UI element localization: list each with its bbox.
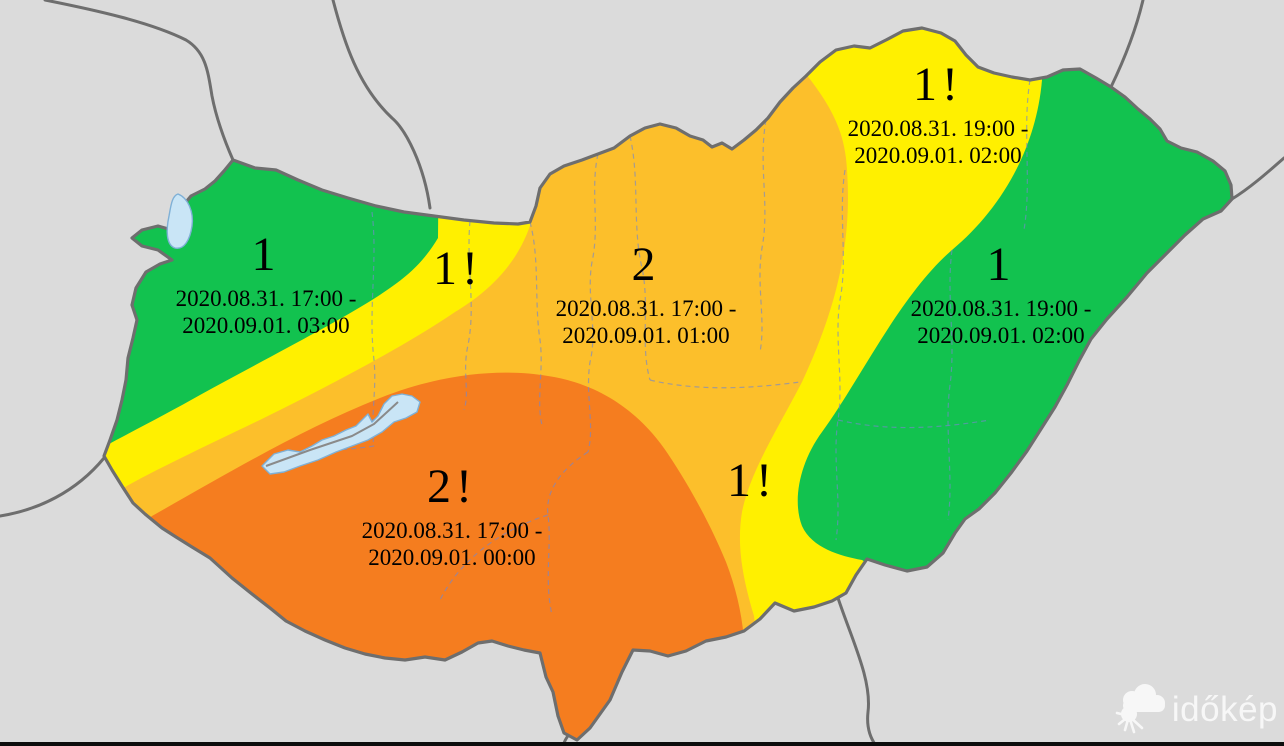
warning-period-start: 2020.08.31. 17:00 - bbox=[555, 296, 737, 321]
border-line-morava bbox=[331, 0, 432, 210]
warning-period-end: 2020.09.01. 02:00 bbox=[917, 323, 1085, 348]
idokep-cloud-sun-icon bbox=[1115, 684, 1165, 734]
hungary-border bbox=[102, 26, 1234, 742]
zone-label-east-yellow: 1! bbox=[727, 456, 777, 506]
lake-ferto bbox=[166, 193, 194, 249]
zone-label-center-amber: 2 2020.08.31. 17:00 - 2020.09.01. 01:00 bbox=[556, 240, 737, 349]
zone-label-west-green: 1 2020.08.31. 17:00 - 2020.09.01. 03:00 bbox=[176, 230, 357, 339]
warning-period-start: 2020.08.31. 17:00 - bbox=[361, 518, 543, 543]
border-line-northeast bbox=[1109, 0, 1145, 89]
zone-label-east-green: 1 2020.08.31. 19:00 - 2020.09.01. 02:00 bbox=[911, 240, 1092, 349]
warning-level: 1 bbox=[251, 228, 281, 281]
warning-level: 2 bbox=[631, 238, 661, 291]
zone-label-west-yellow: 1! bbox=[433, 244, 483, 294]
border-line-east bbox=[1230, 156, 1284, 201]
warning-level: 1! bbox=[727, 454, 777, 507]
warning-period-end: 2020.09.01. 01:00 bbox=[562, 323, 730, 348]
lakes bbox=[166, 193, 421, 475]
border-line-southwest bbox=[0, 456, 106, 518]
zone-label-northeast-yellow: 1! 2020.08.31. 19:00 - 2020.09.01. 02:00 bbox=[848, 60, 1029, 169]
idokep-logo-text: időkép bbox=[1171, 689, 1278, 729]
warning-period-start: 2020.08.31. 17:00 - bbox=[175, 286, 357, 311]
zone-label-south-orange: 2! 2020.08.31. 17:00 - 2020.09.01. 00:00 bbox=[362, 462, 543, 571]
warning-level: 1! bbox=[433, 242, 483, 295]
border-line-southeast bbox=[836, 596, 878, 746]
warning-level: 1 bbox=[986, 238, 1016, 291]
county-borders bbox=[276, 79, 1031, 616]
warning-level: 2! bbox=[427, 460, 477, 513]
warning-period-end: 2020.09.01. 03:00 bbox=[182, 313, 350, 338]
idokep-logo: időkép bbox=[1114, 682, 1278, 736]
warning-period-end: 2020.09.01. 02:00 bbox=[854, 143, 1022, 168]
warning-period-start: 2020.08.31. 19:00 - bbox=[910, 296, 1092, 321]
bottom-bar bbox=[0, 742, 1284, 746]
lake-balaton-axis-line bbox=[265, 401, 399, 467]
warning-level: 1! bbox=[913, 58, 963, 111]
warning-period-end: 2020.09.01. 00:00 bbox=[368, 545, 536, 570]
warning-period-start: 2020.08.31. 19:00 - bbox=[847, 116, 1029, 141]
border-line-northwest bbox=[43, 0, 235, 162]
